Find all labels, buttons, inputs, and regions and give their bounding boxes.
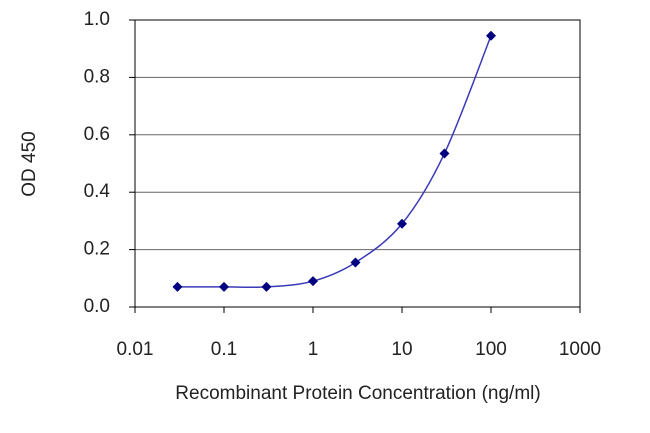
data-point — [439, 148, 450, 159]
y-tick-label: 0.4 — [84, 181, 111, 202]
y-tick-label: 0.6 — [84, 124, 110, 145]
data-point — [397, 218, 407, 229]
data-point — [219, 281, 229, 292]
x-tick-label: 1000 — [559, 339, 601, 360]
x-tick-label: 1 — [308, 339, 319, 360]
x-tick-label: 0.01 — [117, 339, 154, 360]
y-axis-label: OD 450 — [19, 131, 40, 196]
x-tick-label: 100 — [475, 339, 507, 360]
data-point — [172, 281, 183, 292]
x-tick-label: 0.1 — [211, 339, 237, 360]
y-tick-label: 0.2 — [84, 239, 110, 260]
y-tick-label: 0.0 — [84, 296, 110, 317]
y-tick-label: 1.0 — [84, 9, 110, 30]
data-point — [308, 276, 318, 287]
data-point — [486, 30, 496, 41]
plot-frame — [134, 19, 581, 308]
data-point — [350, 257, 361, 268]
y-tick-label: 0.8 — [84, 66, 110, 87]
data-point — [261, 281, 272, 292]
x-axis-label: Recombinant Protein Concentration (ng/ml… — [175, 383, 540, 404]
x-tick-label: 10 — [391, 339, 412, 360]
